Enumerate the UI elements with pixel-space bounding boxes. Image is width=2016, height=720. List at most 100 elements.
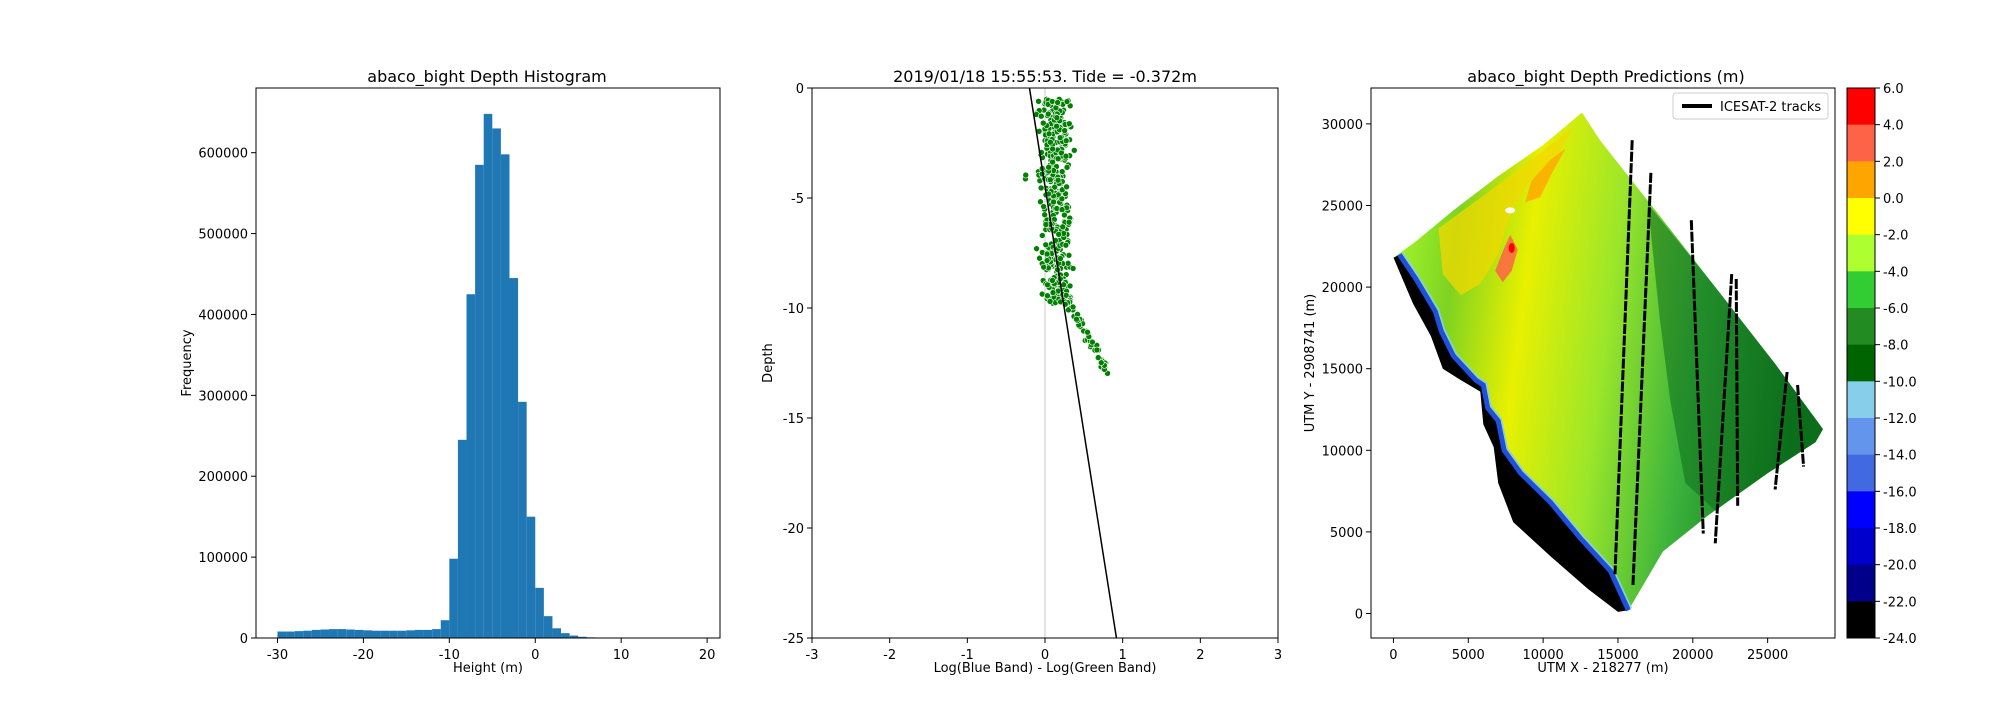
scatter-point bbox=[1054, 99, 1061, 106]
histogram-bar bbox=[389, 630, 398, 638]
colorbar-tick-label: -22.0 bbox=[1883, 595, 1917, 610]
map-title: abaco_bight Depth Predictions (m) bbox=[1467, 67, 1744, 87]
colorbar-tick-label: -14.0 bbox=[1883, 449, 1917, 464]
map-y-tick-label: 0 bbox=[1355, 608, 1363, 623]
histogram-bar bbox=[569, 635, 579, 638]
scatter-point bbox=[1048, 98, 1056, 105]
icesat-track bbox=[1796, 384, 1806, 467]
colorbar-tick-label: 6.0 bbox=[1883, 82, 1904, 97]
scatter-point bbox=[1044, 281, 1051, 289]
histogram-y-tick-label: 200000 bbox=[198, 470, 248, 485]
colorbar-tick-label: -20.0 bbox=[1883, 559, 1917, 574]
histogram-bar bbox=[518, 401, 527, 638]
colorbar-tick-label: 2.0 bbox=[1883, 155, 1904, 170]
colorbar-tick-label: -18.0 bbox=[1883, 522, 1917, 537]
colorbar-tick-label: 4.0 bbox=[1883, 119, 1904, 134]
colorbar-swatch bbox=[1847, 344, 1875, 382]
icesat-track bbox=[1773, 371, 1789, 490]
histogram-bar bbox=[311, 629, 321, 638]
histogram-bar bbox=[329, 629, 338, 638]
land-patch bbox=[1505, 207, 1516, 214]
colorbar-swatch bbox=[1847, 198, 1875, 236]
histogram-bar bbox=[440, 620, 450, 638]
histogram-bar bbox=[380, 630, 390, 638]
scatter-point bbox=[1065, 306, 1072, 314]
scatter-point bbox=[1050, 198, 1057, 206]
scatter-point bbox=[1039, 119, 1047, 127]
colorbar-swatch bbox=[1847, 234, 1875, 272]
depth-raster bbox=[1393, 112, 1823, 612]
colorbar-tick-label: -16.0 bbox=[1883, 485, 1917, 500]
histogram-bar bbox=[475, 164, 484, 638]
colorbar-swatch bbox=[1847, 454, 1875, 492]
histogram-bar bbox=[277, 631, 287, 638]
scatter-point bbox=[1049, 277, 1056, 284]
histogram-bar bbox=[466, 294, 476, 638]
shelf-edge-light bbox=[1401, 252, 1633, 609]
histogram-x-tick-label: 10 bbox=[613, 648, 630, 663]
scatter-point bbox=[1047, 138, 1054, 146]
scatter-point bbox=[1040, 263, 1047, 271]
scatter-x-ticks: -3 -2 -1 0 1 2 3 bbox=[806, 638, 1282, 663]
scatter-point bbox=[1022, 171, 1030, 179]
scatter-point bbox=[1058, 195, 1066, 203]
histogram-bar bbox=[492, 128, 501, 639]
colorbar-tick-label: -24.0 bbox=[1883, 632, 1917, 647]
map-x-tick-label: 20000 bbox=[1672, 648, 1713, 663]
scatter-point bbox=[1037, 198, 1044, 206]
scatter-point bbox=[1062, 291, 1070, 299]
scatter-point bbox=[1063, 183, 1070, 191]
map-y-tick-label: 20000 bbox=[1322, 281, 1363, 296]
scatter-point bbox=[1070, 147, 1078, 154]
scatter-point bbox=[1035, 98, 1042, 105]
scatter-point bbox=[1043, 250, 1051, 258]
scatter-point bbox=[1043, 257, 1051, 264]
histogram-xlabel: Height (m) bbox=[453, 661, 523, 676]
histogram-title: abaco_bight Depth Histogram bbox=[367, 67, 606, 87]
scatter-point bbox=[1065, 252, 1073, 259]
scatter-x-tick-label: 1 bbox=[1119, 648, 1127, 663]
scatter-y-tick-label: 0 bbox=[796, 82, 804, 97]
scatter-point bbox=[1062, 137, 1070, 145]
scatter-point bbox=[1055, 231, 1063, 238]
colorbar-tick-label: -12.0 bbox=[1883, 412, 1917, 427]
scatter-x-tick-label: -1 bbox=[961, 648, 974, 663]
histogram-bar bbox=[372, 630, 381, 638]
scatter-point bbox=[1046, 176, 1054, 184]
scatter-point bbox=[1058, 168, 1066, 175]
exposed-patch bbox=[1508, 242, 1515, 253]
icesat-track bbox=[1689, 220, 1705, 534]
histogram-bar bbox=[543, 616, 553, 638]
scatter-point bbox=[1084, 328, 1091, 336]
colorbar-tick-label: -4.0 bbox=[1883, 265, 1908, 280]
histogram-bar bbox=[509, 278, 519, 638]
histogram-bar bbox=[535, 587, 544, 638]
histogram-y-tick-label: 500000 bbox=[198, 228, 248, 243]
depth-map-panel: abaco_bight Depth Predictions (m) 0 5000 1… bbox=[1303, 67, 1917, 676]
colorbar: 6.0 4.0 2.0 0.0 -2.0 -4.0 -6.0 -8.0 -10.0 -12.0 -1… bbox=[1846, 82, 1917, 647]
scatter-point bbox=[1062, 152, 1070, 160]
map-y-tick-label: 30000 bbox=[1322, 118, 1363, 133]
map-x-tick-label: 0 bbox=[1389, 648, 1397, 663]
scatter-point bbox=[1033, 245, 1040, 252]
scatter-frame bbox=[811, 87, 1279, 639]
histogram-bar bbox=[303, 630, 312, 638]
colorbar-swatch bbox=[1847, 308, 1875, 346]
very-shallow-region bbox=[1525, 148, 1566, 203]
legend-label: ICESAT-2 tracks bbox=[1720, 100, 1821, 115]
histogram-frame bbox=[255, 87, 721, 639]
scatter-point bbox=[1053, 114, 1061, 121]
map-x-tick-label: 25000 bbox=[1747, 648, 1788, 663]
map-y-tick-label: 25000 bbox=[1322, 200, 1363, 215]
map-frame bbox=[1370, 87, 1836, 639]
scatter-point bbox=[1058, 149, 1065, 157]
histogram-bar bbox=[552, 628, 562, 638]
scatter-x-tick-label: -3 bbox=[806, 648, 819, 663]
scatter-point bbox=[1040, 203, 1047, 210]
scatter-xlabel: Log(Blue Band) - Log(Green Band) bbox=[934, 661, 1157, 676]
histogram-bar bbox=[337, 629, 347, 638]
scatter-y-ticks: 0 -5 -10 -15 -20 -25 bbox=[783, 82, 812, 647]
map-x-tick-label: 15000 bbox=[1597, 648, 1638, 663]
colorbar-tick-label: 0.0 bbox=[1883, 192, 1904, 207]
